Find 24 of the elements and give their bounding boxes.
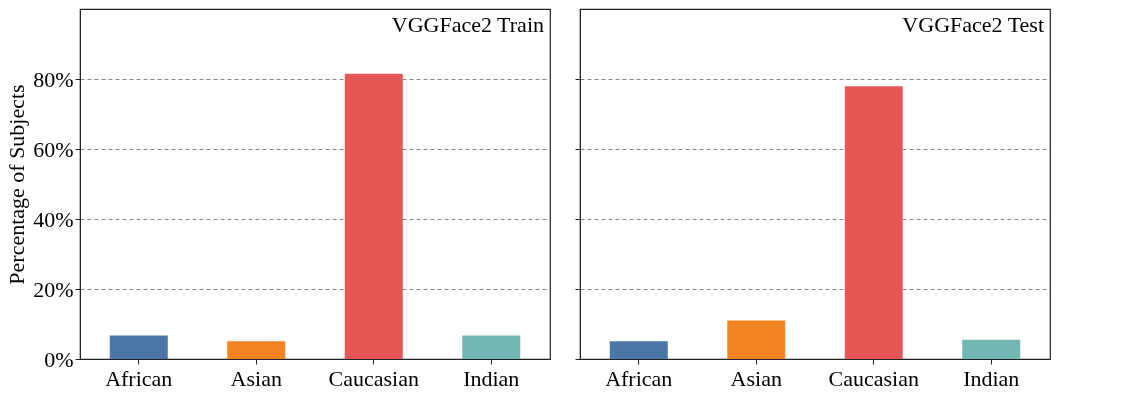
bar	[727, 320, 786, 359]
x-tick-label: Indian	[963, 365, 1020, 391]
y-tick-label: 0%	[44, 346, 74, 372]
y-tick-label: 20%	[33, 276, 74, 302]
chart-title: VGGFace2 Train	[391, 12, 544, 37]
y-axis-title: Percentage of Subjects	[4, 84, 30, 285]
x-tick-label: Caucasian	[328, 365, 419, 391]
y-tick-label: 80%	[33, 66, 74, 92]
bar	[609, 341, 668, 359]
x-tick-label: Asian	[230, 365, 282, 391]
x-tick-label: African	[105, 365, 173, 391]
y-tick-label: 60%	[33, 136, 74, 162]
x-tick-label: Asian	[730, 365, 782, 391]
bar	[109, 335, 168, 359]
x-tick-label: Indian	[463, 365, 520, 391]
x-tick-label: African	[605, 365, 673, 391]
bar	[344, 73, 403, 359]
bar	[962, 339, 1021, 359]
y-tick-label: 40%	[33, 206, 74, 232]
bar	[462, 335, 521, 359]
chart-title: VGGFace2 Test	[902, 12, 1044, 37]
x-tick-label: Caucasian	[828, 365, 919, 391]
bar	[844, 86, 903, 359]
bar	[227, 341, 286, 359]
